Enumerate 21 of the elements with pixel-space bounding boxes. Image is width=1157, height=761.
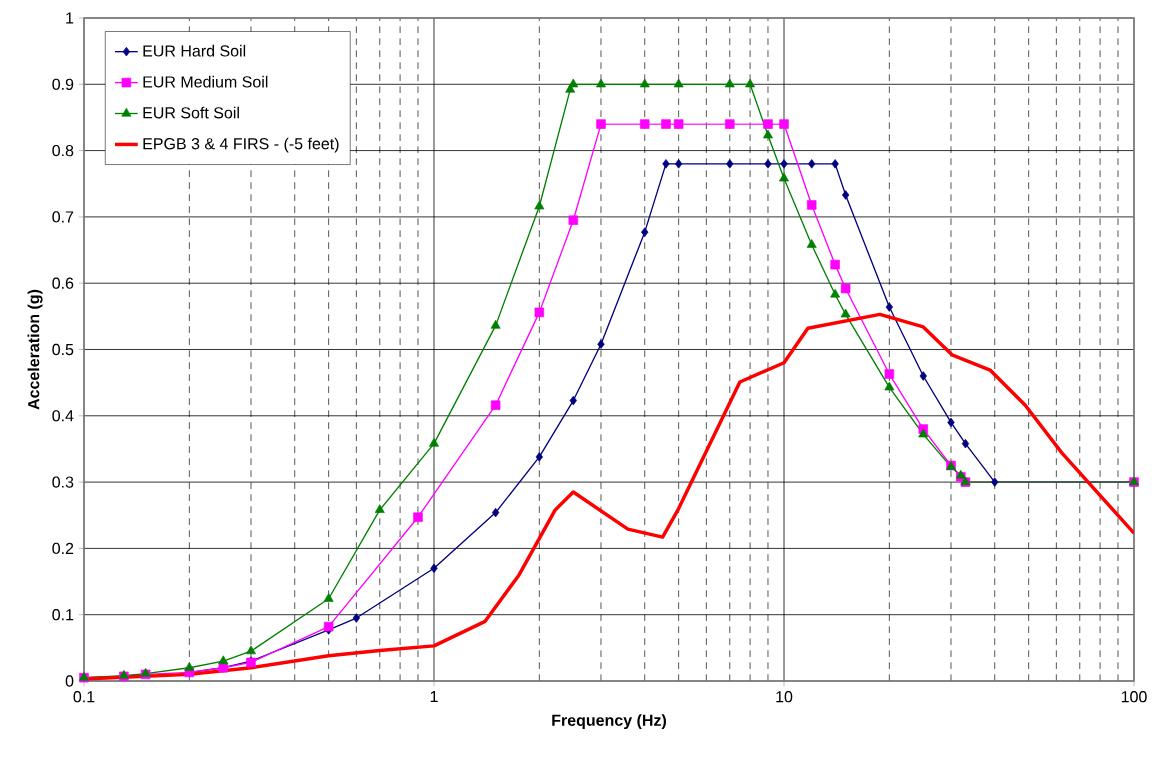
y-tick-label: 0.2 <box>52 542 74 555</box>
y-tick-label: 0.5 <box>52 343 74 356</box>
x-tick-label: 0.1 <box>73 691 95 703</box>
y-tick-label: 0.9 <box>52 78 74 90</box>
legend-label: EUR Medium Soil <box>143 75 268 88</box>
x-tick-label: 100 <box>1121 691 1147 703</box>
legend-label: EUR Hard Soil <box>143 44 246 57</box>
y-tick-label: 0.3 <box>52 476 74 488</box>
y-tick-label: 0.4 <box>52 410 74 422</box>
x-tick-label: 10 <box>776 691 793 703</box>
y-tick-label: 1 <box>66 12 74 24</box>
y-axis-title: Acceleration (g) <box>27 289 43 410</box>
x-tick-label: 1 <box>430 691 438 703</box>
y-tick-label: 0.7 <box>52 211 74 223</box>
y-tick-label: 0 <box>65 675 74 687</box>
legend-label: EUR Soft Soil <box>143 106 239 119</box>
legend-label: EPGB 3 & 4 FIRS - (-5 feet) <box>143 137 339 153</box>
y-tick-label: 0.1 <box>52 609 74 621</box>
x-axis-title: Frequency (Hz) <box>552 714 666 730</box>
y-tick-label: 0.8 <box>52 144 74 157</box>
y-tick-label: 0.6 <box>52 277 74 289</box>
